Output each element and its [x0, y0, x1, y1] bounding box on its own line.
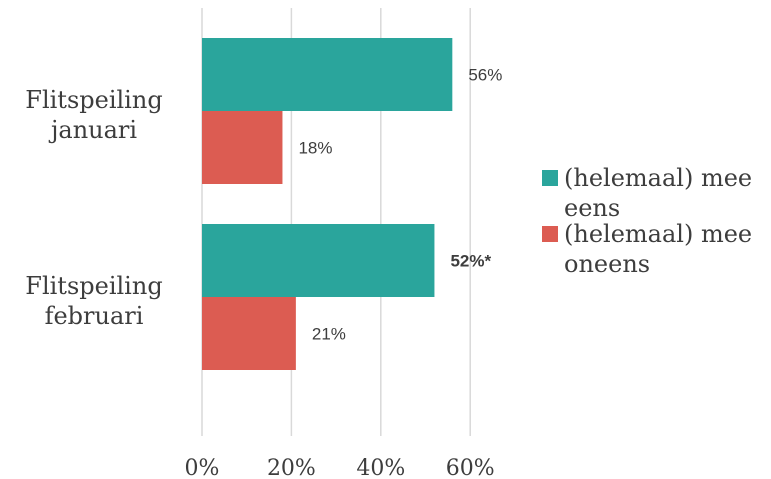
- category-label: Flitspeiling februari: [25, 272, 162, 330]
- x-tick-label: 60%: [446, 456, 495, 479]
- x-tick-label: 40%: [356, 456, 405, 479]
- data-label: 52%*: [450, 252, 491, 271]
- data-label: 56%: [468, 66, 502, 85]
- data-labels: 56% 18% 52%* 21%: [298, 66, 502, 344]
- legend-label: (helemaal) mee eens: [564, 164, 752, 222]
- bar: [202, 111, 283, 184]
- x-axis-tick-labels: 0% 20% 40% 60%: [185, 456, 495, 479]
- legend-label: (helemaal) mee oneens: [564, 220, 752, 278]
- bar: [202, 297, 296, 370]
- bar: [202, 224, 435, 297]
- legend-swatch: [542, 170, 558, 186]
- x-tick-label: 0%: [185, 456, 220, 479]
- data-label: 21%: [312, 325, 346, 344]
- x-tick-label: 20%: [267, 456, 316, 479]
- legend: (helemaal) mee eens(helemaal) mee oneens: [542, 164, 752, 278]
- bar: [202, 38, 453, 111]
- category-labels: Flitspeiling januari Flitspeiling februari: [25, 86, 162, 330]
- category-label: Flitspeiling januari: [25, 86, 162, 144]
- legend-swatch: [542, 226, 558, 242]
- bars: [202, 38, 453, 370]
- data-label: 18%: [298, 139, 332, 158]
